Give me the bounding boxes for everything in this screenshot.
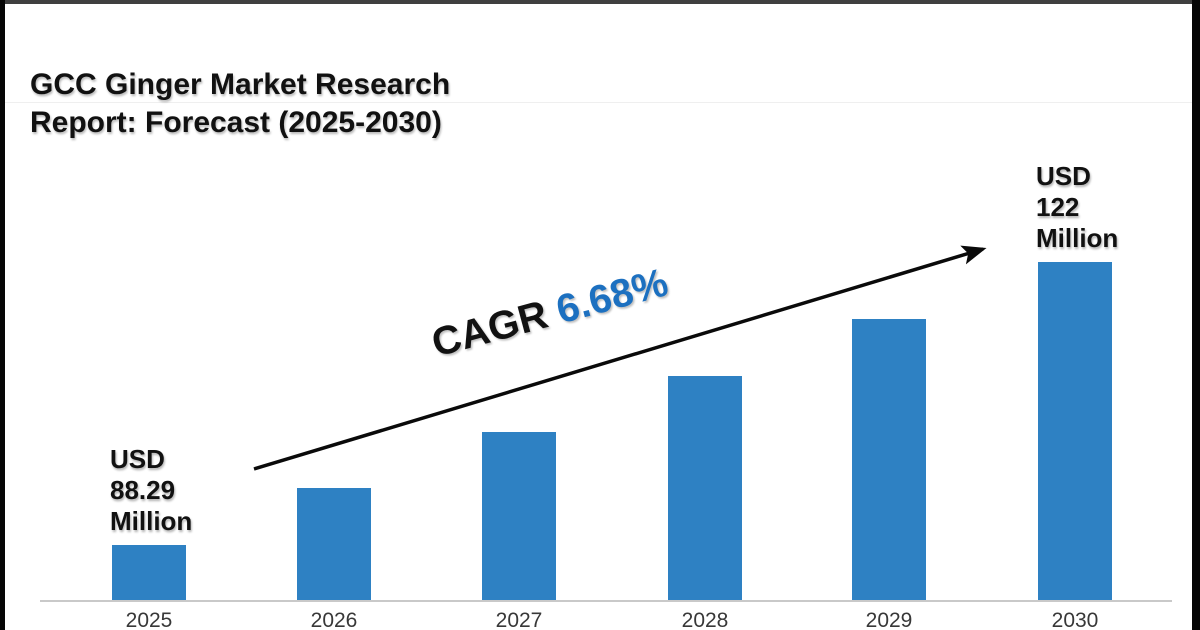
value-label-line: Million [110,506,193,536]
x-tick-label-2030: 2030 [1051,609,1099,630]
bar-2027 [482,432,556,601]
x-tick-label-2028: 2028 [681,609,729,630]
value-label-line: 122 [1036,192,1080,222]
bar-2029 [852,319,926,601]
chart-title: GCC Ginger Market Research Report: Forec… [30,66,450,142]
x-tick-label-2027: 2027 [495,609,543,630]
value-label-line: Million [1036,223,1119,253]
value-label-line: 88.29 [110,475,176,505]
bar-2028 [668,376,742,601]
x-tick-label-2025: 2025 [125,609,173,630]
chart-title-line1: GCC Ginger Market Research [30,68,451,101]
x-tick-label-2026: 2026 [310,609,358,630]
left-border-strip [0,0,5,630]
trend-arrow-line [253,245,987,471]
value-label-line: USD [110,444,165,474]
chart-title-line2: Report: Forecast (2025-2030) [30,106,442,139]
x-tick-label-2029: 2029 [865,609,913,630]
faint-divider-line [5,102,1192,103]
value-label-line: USD [1036,161,1091,191]
right-border-strip [1192,0,1200,630]
bar-2026 [297,488,371,601]
x-axis-line [40,600,1172,602]
top-border-strip [0,0,1200,4]
bar-2025 [112,545,186,601]
value-label-2025: USD 88.29 Million [110,444,192,537]
bar-2030 [1038,262,1112,601]
value-label-2030: USD 122 Million [1036,161,1118,254]
